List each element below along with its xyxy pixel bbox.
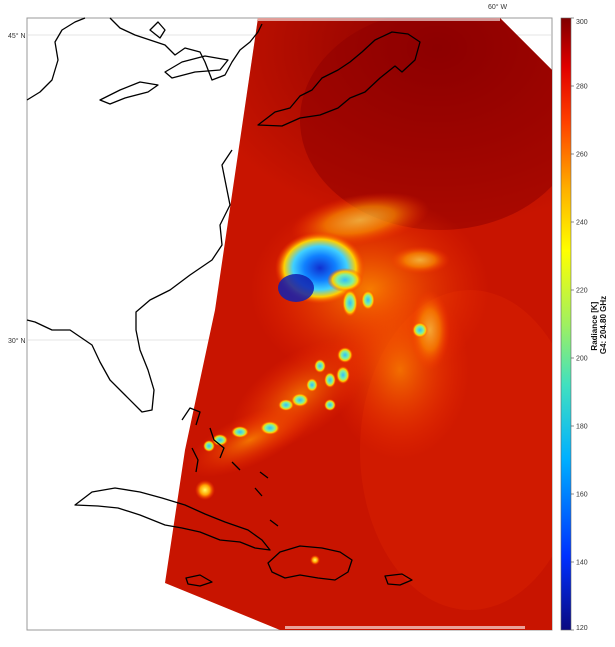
- colorbar-tick-label: 260: [576, 152, 588, 159]
- coastline-jamaica: [185, 574, 213, 587]
- colorbar-tick-label: 180: [576, 424, 588, 431]
- lon-label-60w: 60° W: [488, 3, 508, 11]
- colorbar-label: Radiance [K] G4: 204.80 GHz: [590, 296, 608, 354]
- colorbar-tick-label: 120: [576, 625, 588, 632]
- colorbar-tick-label: 300: [576, 19, 588, 26]
- swath-scan-edge: [258, 18, 525, 629]
- coastline-cuba: [74, 487, 271, 551]
- colorbar-ticks: 300 280 260 240 220 200 180 160 140 120: [571, 17, 588, 632]
- colorbar-tick-label: 240: [576, 220, 588, 227]
- coastline-nova-scotia: [257, 31, 421, 127]
- storm-core: [275, 232, 365, 304]
- radiance-swath: [165, 18, 552, 630]
- lat-label-30: 30° N: [8, 337, 26, 345]
- lat-label-45: 45° N: [8, 32, 26, 40]
- colorbar-label-channel: G4: 204.80 GHz: [599, 296, 608, 354]
- colorbar-tick-label: 160: [576, 492, 588, 499]
- coastline-bahamas: [181, 407, 279, 527]
- convective-cells: [195, 289, 428, 565]
- colorbar-label-quantity: Radiance [K]: [590, 301, 599, 350]
- coastline-puerto-rico: [384, 573, 413, 586]
- coastline-great-lakes: [99, 21, 229, 105]
- colorbar-tick-label: 140: [576, 560, 588, 567]
- colorbar-tick-label: 220: [576, 288, 588, 295]
- colorbar-ramp: [560, 17, 572, 631]
- coastline-hispaniola: [267, 545, 353, 581]
- coastlines: [26, 17, 421, 587]
- colorbar-tick-label: 200: [576, 356, 588, 363]
- colorbar: 300 280 260 240 220 200 180 160 140 120 Radiance …: [560, 17, 608, 632]
- colorbar-tick-label: 280: [576, 84, 588, 91]
